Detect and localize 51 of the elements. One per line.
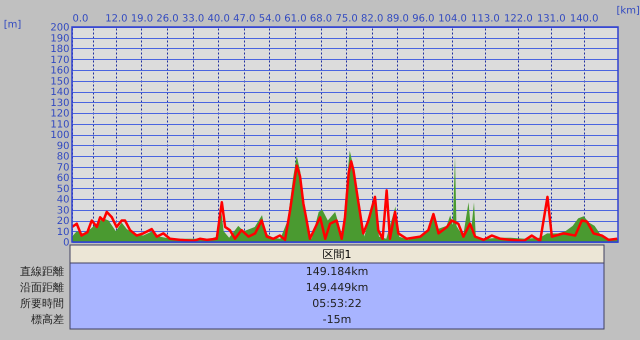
y-tick-label: 30	[56, 205, 70, 216]
x-tick-label: 104.0	[438, 14, 467, 24]
text: 149.449km	[306, 281, 368, 294]
y-tick-label: 0	[63, 238, 70, 248]
x-tick-label: 54.0	[258, 14, 281, 24]
y-tick-label: 110	[50, 119, 70, 130]
text: 標高差	[31, 313, 64, 326]
y-tick-label: 140	[50, 87, 70, 98]
y-tick-label: 60	[56, 173, 70, 184]
y-tick-label: 120	[50, 108, 70, 120]
x-tick-label: 68.0	[310, 14, 332, 24]
y-tick-label: 100	[50, 130, 70, 141]
x-tick-label: 33.0	[182, 14, 204, 24]
y-tick-label: 50	[56, 184, 70, 195]
y-tick-label: 190	[50, 33, 70, 44]
x-tick-label: 89.0	[386, 14, 409, 24]
x-tick-label: 26.0	[156, 14, 179, 24]
y-tick-label: 170	[50, 54, 70, 66]
text: 直線距離	[20, 265, 64, 278]
y-tick-label: 80	[56, 152, 70, 162]
text: -15m	[322, 313, 352, 326]
y-tick-label: 160	[50, 66, 70, 76]
x-tick-label: 131.0	[536, 14, 566, 24]
text: 149.184km	[306, 265, 368, 278]
y-tick-label: 10	[56, 226, 70, 238]
x-tick-label: 82.0	[361, 14, 384, 24]
x-tick-label: 47.0	[233, 14, 256, 24]
text: 区間1	[322, 248, 352, 261]
y-tick-label: 200	[50, 22, 70, 34]
x-tick-label: 40.0	[208, 14, 230, 24]
text: 05:53:22	[312, 297, 362, 310]
x-tick-label: 19.0	[130, 14, 154, 24]
y-tick-label: 40	[56, 194, 70, 206]
x-tick-label: 75.0	[335, 14, 358, 24]
y-tick-label: 180	[50, 44, 70, 55]
y-tick-label: 20	[56, 216, 70, 227]
y-tick-label: 70	[56, 162, 70, 174]
y-tick-label: 130	[50, 98, 70, 109]
x-tick-label: 61.0	[284, 14, 307, 24]
x-tick-label: 12.0	[105, 14, 128, 24]
x-axis-title: [km]	[616, 6, 640, 16]
y-axis-title: [m]	[4, 20, 22, 30]
x-tick-label: 96.0	[412, 14, 434, 24]
text: 沿面距離	[20, 281, 64, 294]
x-tick-label: 113.0	[471, 14, 500, 24]
y-tick-label: 90	[56, 140, 70, 152]
x-tick-label: 122.0	[504, 14, 533, 24]
x-tick-label: 140.0	[570, 14, 598, 24]
text: 所要時間	[20, 297, 64, 310]
y-tick-label: 150	[50, 76, 70, 88]
x-tick-label: 0.0	[72, 14, 88, 24]
